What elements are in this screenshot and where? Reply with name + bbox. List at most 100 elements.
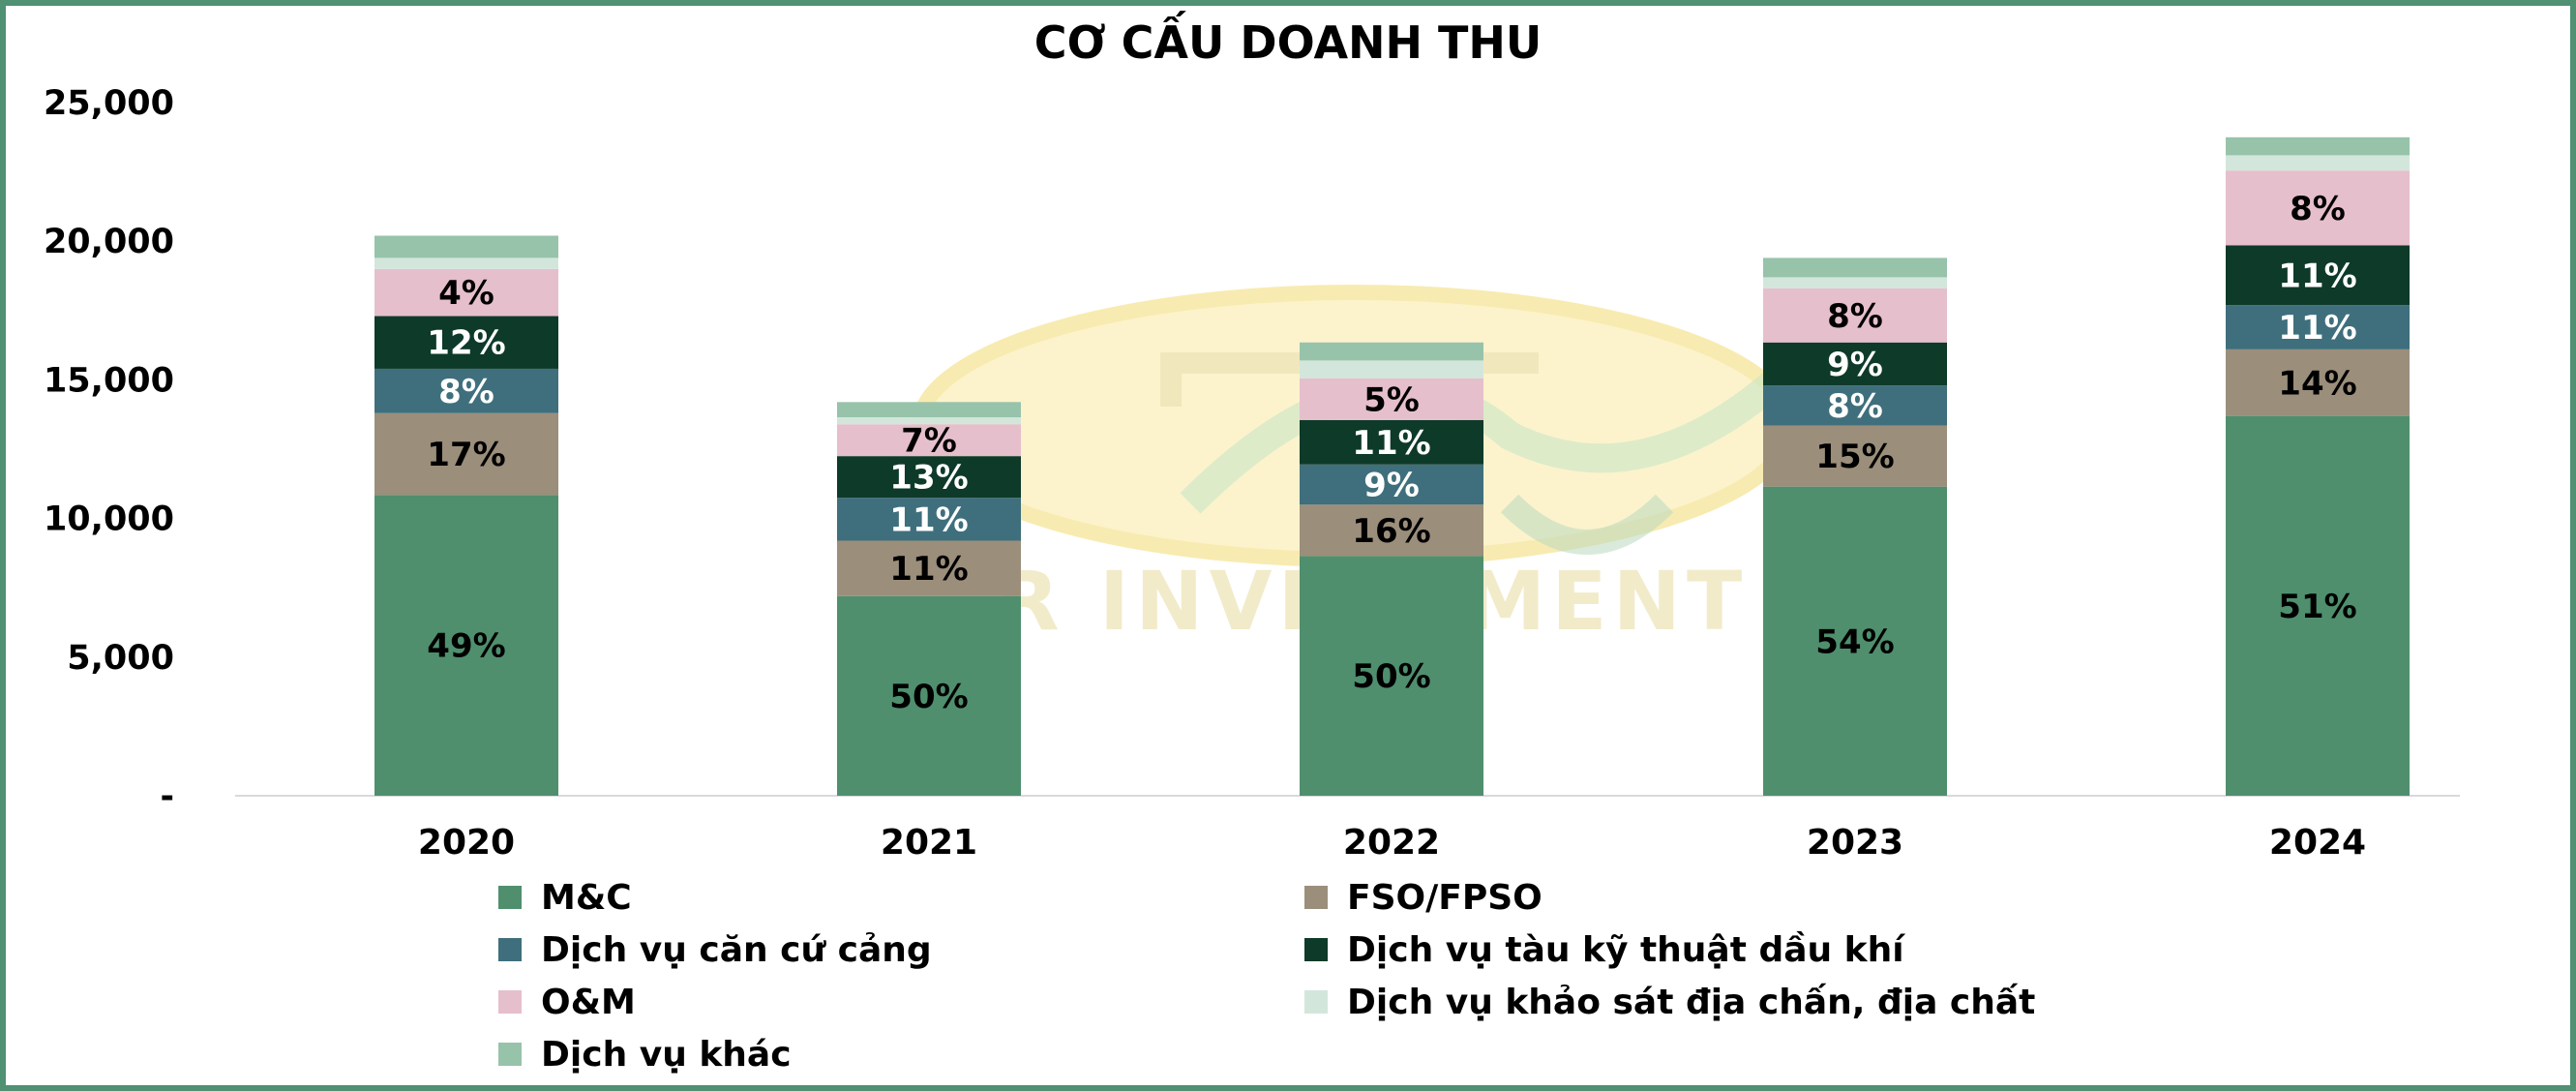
bar-segment	[1763, 288, 1947, 343]
data-label: 11%	[889, 550, 968, 589]
bar-segment	[837, 595, 1021, 796]
data-label: 11%	[2278, 309, 2356, 348]
bar-segment	[1763, 385, 1947, 426]
bar-stack-2023: 54%15%8%9%8%	[1763, 258, 1947, 796]
data-label: 50%	[1352, 657, 1430, 696]
bar-stack-2021: 50%11%11%13%7%	[837, 402, 1021, 796]
bar-segment	[837, 540, 1021, 596]
bar-segment	[1300, 504, 1483, 557]
bar-segment	[2226, 415, 2410, 796]
data-label: 12%	[427, 324, 505, 363]
legend-item: O&M	[498, 983, 636, 1022]
bars: 49%17%8%12%4%50%11%11%13%7%50%16%9%11%5%…	[374, 136, 2410, 796]
legend-label: Dịch vụ tàu kỹ thuật dầu khí	[1347, 930, 1905, 970]
y-axis: - 5,000 10,000 15,000 20,000 25,000	[44, 84, 174, 816]
bar-segment	[2226, 245, 2410, 306]
data-label: 50%	[889, 678, 968, 716]
legend-label: Dịch vụ khảo sát địa chấn, địa chất	[1347, 983, 2035, 1022]
bar-segment	[1763, 486, 1947, 796]
data-label: 16%	[1352, 512, 1430, 551]
bar-segment	[837, 424, 1021, 457]
bar-segment	[2226, 136, 2410, 156]
legend-item: Dịch vụ khảo sát địa chấn, địa chất	[1304, 983, 2035, 1022]
bar-segment	[2226, 155, 2410, 171]
bar-stack-2020: 49% 17% 8% 12% 4%	[374, 235, 558, 796]
bar-segment	[1300, 342, 1483, 361]
bar-segment	[837, 402, 1021, 418]
legend-item: Dịch vụ khác	[498, 1035, 792, 1075]
bar-segment	[1300, 419, 1483, 465]
bar-segment	[374, 495, 558, 796]
legend-swatch	[498, 1043, 522, 1066]
y-tick-label: 15,000	[44, 361, 174, 400]
legend-swatch	[498, 990, 522, 1014]
bar-segment	[2226, 305, 2410, 349]
y-tick-label: 5,000	[67, 639, 174, 678]
data-label: 13%	[889, 459, 968, 498]
data-label: 9%	[1827, 346, 1883, 384]
bar-segment	[374, 235, 558, 258]
legend-label: Dịch vụ căn cứ cảng	[541, 930, 932, 970]
legend-swatch	[1304, 990, 1328, 1014]
x-axis: 2020 2021 2022 2023 2024	[418, 823, 2366, 863]
bar-segment	[837, 498, 1021, 541]
bar-segment	[374, 268, 558, 317]
bar-segment	[837, 456, 1021, 499]
legend-item: Dịch vụ căn cứ cảng	[498, 930, 932, 970]
x-tick-label: 2024	[2269, 823, 2366, 863]
x-tick-label: 2022	[1343, 823, 1440, 863]
data-label: 7%	[901, 422, 957, 461]
legend: M&C FSO/FPSO Dịch vụ căn cứ cảng Dịch vụ tà…	[498, 878, 2035, 1075]
bar-stack-2022: 50% 16% 9% 11% 5%	[1300, 342, 1483, 796]
data-label: 11%	[889, 500, 968, 539]
legend-label: FSO/FPSO	[1347, 878, 1543, 918]
legend-item: M&C	[498, 878, 632, 918]
legend-item: Dịch vụ tàu kỹ thuật dầu khí	[1304, 930, 1905, 970]
bar-segment	[1300, 556, 1483, 796]
x-tick-label: 2023	[1807, 823, 1903, 863]
legend-swatch	[498, 938, 522, 961]
y-tick-label: 20,000	[44, 223, 174, 261]
bar-segment	[1763, 342, 1947, 386]
y-tick-label: -	[160, 777, 174, 816]
legend-label: O&M	[541, 983, 636, 1022]
legend-swatch	[498, 886, 522, 909]
y-tick-label: 25,000	[44, 84, 174, 123]
bar-segment	[1763, 277, 1947, 288]
data-label: 4%	[438, 274, 494, 313]
data-label: 8%	[1827, 297, 1883, 336]
x-tick-label: 2020	[418, 823, 515, 863]
bar-segment	[2226, 170, 2410, 246]
data-label: 9%	[1363, 467, 1420, 505]
data-label: 8%	[1827, 387, 1883, 426]
chart-title: CƠ CẤU DOANH THU	[1034, 11, 1543, 69]
bar-segment	[374, 368, 558, 413]
legend-swatch	[1304, 886, 1328, 909]
data-label: 5%	[1363, 380, 1420, 419]
bar-segment	[374, 412, 558, 496]
bar-segment	[1300, 378, 1483, 420]
y-tick-label: 10,000	[44, 500, 174, 539]
bar-segment	[1300, 464, 1483, 505]
data-label: 11%	[2278, 257, 2356, 295]
legend-label: M&C	[541, 878, 632, 918]
data-label: 11%	[1352, 424, 1430, 463]
legend-label: Dịch vụ khác	[541, 1035, 792, 1075]
legend-item: FSO/FPSO	[1304, 878, 1543, 918]
bar-segment	[374, 258, 558, 269]
data-label: 8%	[438, 373, 494, 411]
data-label: 15%	[1815, 438, 1894, 476]
bar-segment	[1763, 258, 1947, 278]
legend-swatch	[1304, 938, 1328, 961]
bar-segment	[2226, 349, 2410, 416]
data-label: 14%	[2278, 364, 2356, 403]
x-tick-label: 2021	[881, 823, 977, 863]
bar-segment	[1300, 360, 1483, 379]
bar-stack-2024: 51% 14% 11% 11% 8%	[2226, 136, 2410, 796]
data-label: 8%	[2290, 190, 2346, 228]
bar-segment	[837, 417, 1021, 425]
data-label: 17%	[427, 436, 505, 474]
data-label: 54%	[1815, 622, 1894, 661]
data-label: 51%	[2278, 588, 2356, 626]
